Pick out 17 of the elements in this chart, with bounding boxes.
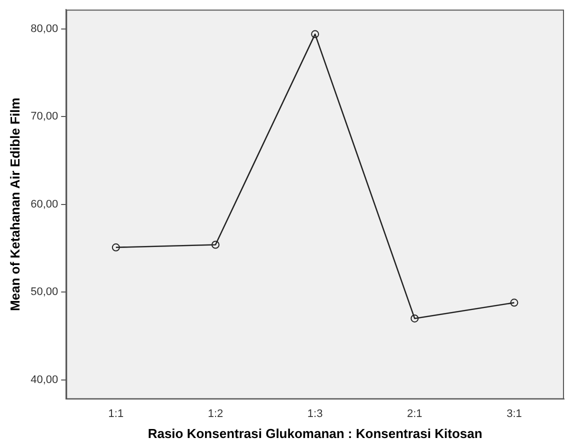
point xyxy=(410,314,419,322)
y-tick-label: 80,00 xyxy=(30,22,58,35)
y-tick-label: 60,00 xyxy=(30,198,58,210)
point xyxy=(510,298,518,307)
y-axis-title: Mean of Ketahanan Air Edible Film xyxy=(7,98,22,312)
y-tick-label: 40,00 xyxy=(30,374,58,386)
point xyxy=(311,30,320,38)
y-tick-label: 70,00 xyxy=(30,110,58,123)
x-tick-label: 3:1 xyxy=(506,408,522,420)
x-tick-label: 1:2 xyxy=(208,408,224,420)
point xyxy=(211,240,220,249)
x-tick-label: 1:1 xyxy=(108,408,124,420)
y-tick-label: 50,00 xyxy=(30,286,58,298)
point xyxy=(112,243,120,252)
x-tick-label: 2:1 xyxy=(406,408,422,420)
x-axis-title: Rasio Konsentrasi Glukomanan : Konsentrasi Kitosan xyxy=(148,426,482,441)
x-tick-label: 1:3 xyxy=(307,408,323,420)
